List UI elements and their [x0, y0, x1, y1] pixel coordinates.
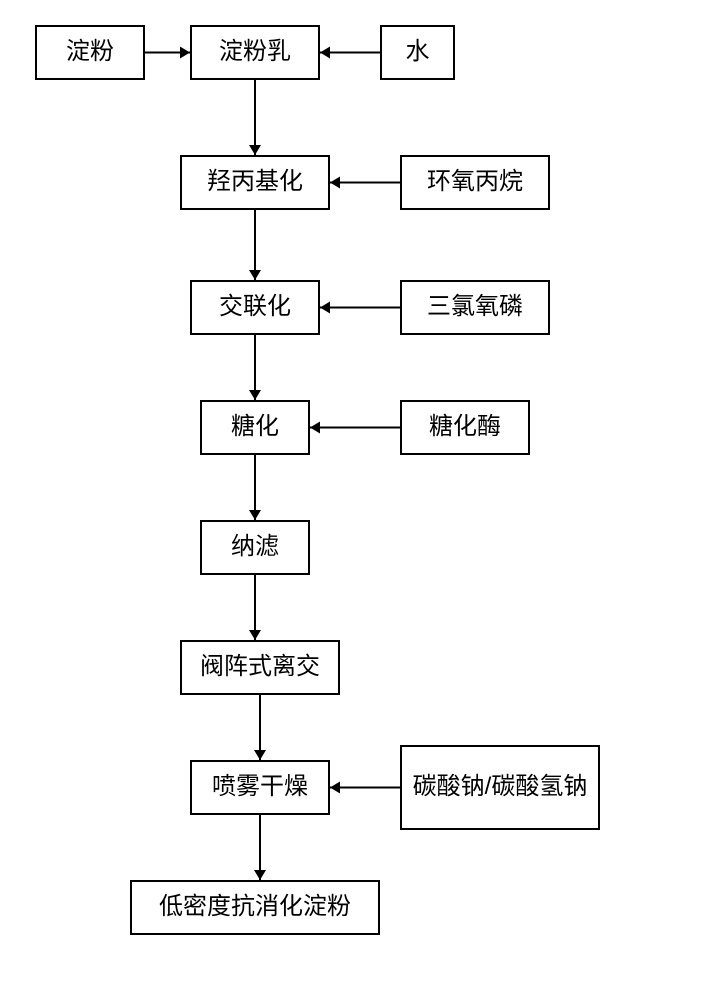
node-propylene: 环氧丙烷: [400, 155, 550, 210]
node-label: 淀粉乳: [219, 38, 291, 67]
node-product: 低密度抗消化淀粉: [130, 880, 380, 935]
node-label: 喷雾干燥: [212, 773, 308, 802]
node-label: 纳滤: [231, 533, 279, 562]
node-label: 环氧丙烷: [427, 168, 523, 197]
node-carbonate: 碳酸钠/碳酸氢钠: [400, 745, 600, 830]
node-nanofilt: 纳滤: [200, 520, 310, 575]
node-label: 水: [406, 38, 430, 67]
node-label: 交联化: [219, 293, 291, 322]
node-label: 糖化酶: [429, 413, 501, 442]
node-label: 羟丙基化: [207, 168, 303, 197]
node-crosslink: 交联化: [190, 280, 320, 335]
node-ion: 阀阵式离交: [180, 640, 340, 695]
node-label: 碳酸钠/碳酸氢钠: [413, 773, 588, 802]
node-label: 糖化: [231, 413, 279, 442]
node-phos: 三氯氧磷: [400, 280, 550, 335]
node-spray: 喷雾干燥: [190, 760, 330, 815]
node-saccharify: 糖化: [200, 400, 310, 455]
node-label: 阀阵式离交: [200, 653, 320, 682]
node-starch_milk: 淀粉乳: [190, 25, 320, 80]
node-enzyme: 糖化酶: [400, 400, 530, 455]
node-label: 淀粉: [66, 38, 114, 67]
flowchart-canvas: 淀粉 淀粉乳 水羟丙基化 环氧丙烷交联化 三氯氧磷糖化 糖化酶纳滤阀阵式离交喷雾干燥 碳酸钠…: [0, 0, 703, 1000]
node-label: 低密度抗消化淀粉: [159, 893, 351, 922]
node-label: 三氯氧磷: [427, 293, 523, 322]
node-starch: 淀粉: [35, 25, 145, 80]
arrows-layer: [0, 0, 703, 1000]
node-hydroxy: 羟丙基化: [180, 155, 330, 210]
node-water: 水: [380, 25, 455, 80]
